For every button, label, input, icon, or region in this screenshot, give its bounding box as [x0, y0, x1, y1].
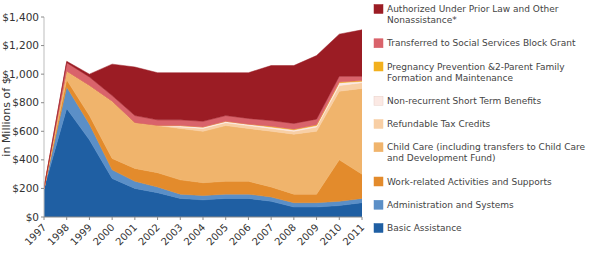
x-tick-label: 2007: [250, 222, 276, 248]
area: [44, 30, 362, 189]
y-tick-label: $1,400: [2, 11, 39, 23]
legend-swatch: [374, 39, 383, 48]
legend-swatch: [374, 120, 383, 129]
legend-swatch: [374, 200, 383, 209]
x-tick: [203, 217, 204, 220]
y-tick-label: $0: [26, 211, 39, 223]
x-tick: [134, 217, 135, 220]
legend-swatch: [374, 5, 383, 14]
x-tick-label: 2011: [341, 222, 367, 248]
x-tick-label: 2008: [272, 222, 298, 248]
x-tick-label: 2004: [182, 222, 208, 248]
legend-label: Work-related Activities and Supports: [387, 177, 552, 187]
legend-label: Refundable Tax Credits: [387, 119, 491, 129]
x-tick: [339, 217, 340, 220]
legend-label: Child Care (including transfers to Child…: [387, 142, 585, 163]
x-tick-label: 2003: [159, 222, 185, 248]
legend-swatch: [374, 224, 383, 233]
legend-swatch: [374, 177, 383, 186]
legend-swatch: [374, 96, 383, 105]
x-tick-label: 1997: [23, 222, 49, 248]
x-tick-label: 1998: [45, 222, 71, 248]
x-tick: [112, 217, 113, 220]
x-tick: [44, 217, 45, 220]
y-tick: [41, 17, 44, 18]
y-tick-label: $400: [12, 153, 39, 165]
x-tick-label: 1999: [68, 222, 94, 248]
y-tick: [41, 188, 44, 189]
legend: Authorized Under Prior Law and OtherNona…: [374, 4, 585, 233]
x-tick-label: 2005: [204, 222, 230, 248]
chart: $0$200$400$600$800$1,000$1,200$1,4001997…: [0, 0, 600, 256]
legend-label: Basic Assistance: [387, 223, 462, 233]
legend-label: Non-recurrent Short Term Benefits: [387, 96, 541, 106]
areas: [44, 30, 362, 217]
x-tick-label: 2002: [136, 222, 162, 248]
x-tick: [225, 217, 226, 220]
y-tick-label: $600: [12, 125, 39, 137]
y-tick-label: $1,200: [2, 39, 39, 51]
x-tick-label: 2010: [318, 222, 344, 248]
x-tick: [157, 217, 158, 220]
legend-label: Transferred to Social Services Block Gra…: [386, 38, 576, 48]
y-tick: [41, 45, 44, 46]
x-tick: [89, 217, 90, 220]
x-tick-label: 2006: [227, 222, 253, 248]
x-tick: [362, 217, 363, 220]
legend-label: Authorized Under Prior Law and OtherNona…: [387, 4, 559, 25]
y-tick: [41, 102, 44, 103]
legend-swatch: [374, 62, 383, 71]
y-tick: [41, 131, 44, 132]
x-tick-label: 2009: [295, 222, 321, 248]
legend-label: Pregnancy Prevention &2-Parent FamilyFor…: [387, 62, 565, 83]
y-tick: [41, 74, 44, 75]
x-tick: [180, 217, 181, 220]
y-axis: [44, 17, 45, 217]
y-tick-label: $200: [12, 182, 39, 194]
x-tick-label: 2001: [113, 222, 139, 248]
y-tick-label: $800: [12, 96, 39, 108]
y-axis-label: in Millions of $: [0, 77, 13, 156]
x-tick-label: 2000: [91, 222, 117, 248]
legend-swatch: [374, 143, 383, 152]
x-tick: [271, 217, 272, 220]
x-tick: [248, 217, 249, 220]
legend-label: Administration and Systems: [387, 200, 514, 210]
x-tick: [316, 217, 317, 220]
x-tick: [293, 217, 294, 220]
x-tick: [66, 217, 67, 220]
y-tick: [41, 159, 44, 160]
